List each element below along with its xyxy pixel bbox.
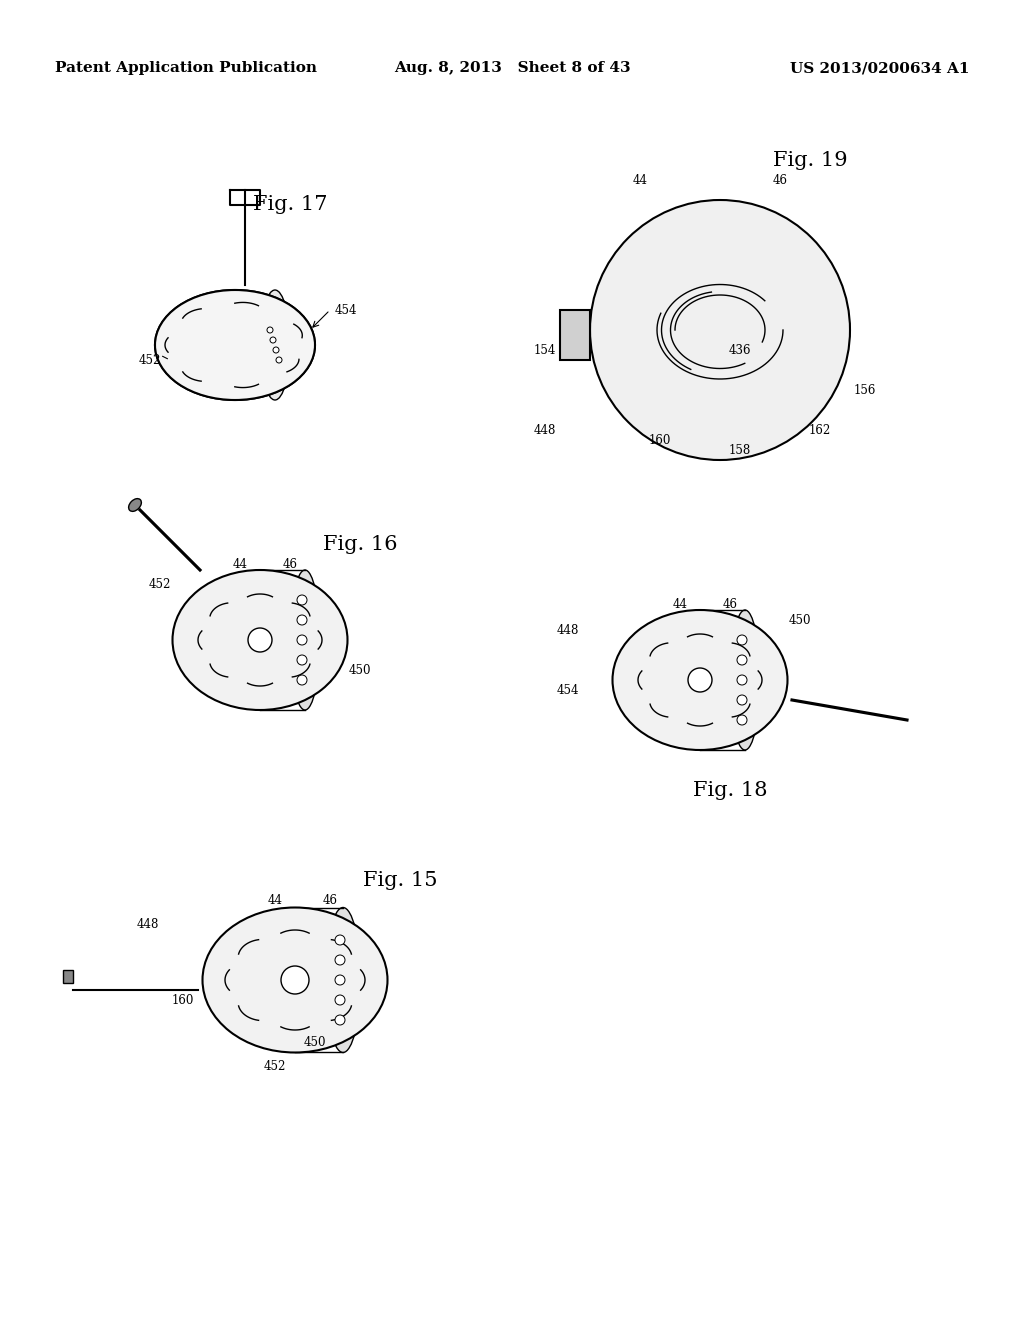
Text: 452: 452 bbox=[148, 578, 171, 591]
Text: 160: 160 bbox=[649, 433, 671, 446]
Text: 46: 46 bbox=[283, 558, 298, 572]
Circle shape bbox=[297, 595, 307, 605]
Text: 448: 448 bbox=[534, 424, 556, 437]
Ellipse shape bbox=[260, 290, 290, 400]
Circle shape bbox=[276, 356, 282, 363]
Text: Fig. 15: Fig. 15 bbox=[362, 870, 437, 890]
Text: Fig. 18: Fig. 18 bbox=[693, 780, 767, 800]
Circle shape bbox=[273, 347, 279, 352]
Text: 448: 448 bbox=[137, 919, 159, 932]
Circle shape bbox=[737, 635, 746, 645]
Circle shape bbox=[688, 668, 712, 692]
Text: 436: 436 bbox=[729, 343, 752, 356]
Text: 158: 158 bbox=[729, 444, 752, 457]
Ellipse shape bbox=[290, 570, 319, 710]
Circle shape bbox=[335, 935, 345, 945]
Circle shape bbox=[297, 635, 307, 645]
Ellipse shape bbox=[172, 570, 347, 710]
Text: 452: 452 bbox=[264, 1060, 286, 1073]
Text: Fig. 19: Fig. 19 bbox=[773, 150, 847, 169]
Text: 44: 44 bbox=[232, 558, 248, 572]
Circle shape bbox=[297, 655, 307, 665]
Text: 46: 46 bbox=[772, 173, 787, 186]
Circle shape bbox=[297, 675, 307, 685]
Circle shape bbox=[297, 615, 307, 624]
Text: 454: 454 bbox=[557, 684, 580, 697]
Ellipse shape bbox=[129, 499, 141, 511]
Text: Fig. 17: Fig. 17 bbox=[253, 195, 328, 214]
Text: Patent Application Publication: Patent Application Publication bbox=[55, 61, 317, 75]
Ellipse shape bbox=[590, 201, 850, 459]
Text: 46: 46 bbox=[323, 894, 338, 907]
Text: 156: 156 bbox=[854, 384, 877, 396]
Text: 448: 448 bbox=[557, 623, 580, 636]
Text: US 2013/0200634 A1: US 2013/0200634 A1 bbox=[791, 61, 970, 75]
Text: 454: 454 bbox=[335, 304, 357, 317]
Ellipse shape bbox=[326, 908, 360, 1052]
Circle shape bbox=[737, 655, 746, 665]
Ellipse shape bbox=[730, 610, 760, 750]
Text: 450: 450 bbox=[788, 614, 811, 627]
Text: 44: 44 bbox=[267, 894, 283, 907]
Circle shape bbox=[248, 628, 272, 652]
Circle shape bbox=[281, 966, 309, 994]
Ellipse shape bbox=[155, 290, 315, 400]
Ellipse shape bbox=[612, 610, 787, 750]
Circle shape bbox=[335, 954, 345, 965]
Text: 46: 46 bbox=[723, 598, 737, 611]
Circle shape bbox=[737, 675, 746, 685]
Text: 450: 450 bbox=[349, 664, 372, 676]
Ellipse shape bbox=[203, 908, 387, 1052]
Text: 44: 44 bbox=[673, 598, 687, 611]
Circle shape bbox=[267, 327, 273, 333]
Text: Fig. 16: Fig. 16 bbox=[323, 536, 397, 554]
Circle shape bbox=[737, 696, 746, 705]
Circle shape bbox=[335, 1015, 345, 1026]
Text: 44: 44 bbox=[633, 173, 647, 186]
Text: 452: 452 bbox=[139, 354, 161, 367]
Text: 450: 450 bbox=[304, 1035, 327, 1048]
Circle shape bbox=[737, 715, 746, 725]
Bar bbox=[63, 970, 73, 983]
Text: 160: 160 bbox=[172, 994, 195, 1006]
Bar bbox=[560, 310, 590, 360]
Circle shape bbox=[335, 995, 345, 1005]
Circle shape bbox=[270, 337, 276, 343]
Circle shape bbox=[335, 975, 345, 985]
Text: 154: 154 bbox=[534, 343, 556, 356]
Text: Aug. 8, 2013   Sheet 8 of 43: Aug. 8, 2013 Sheet 8 of 43 bbox=[393, 61, 631, 75]
Text: 162: 162 bbox=[809, 424, 831, 437]
